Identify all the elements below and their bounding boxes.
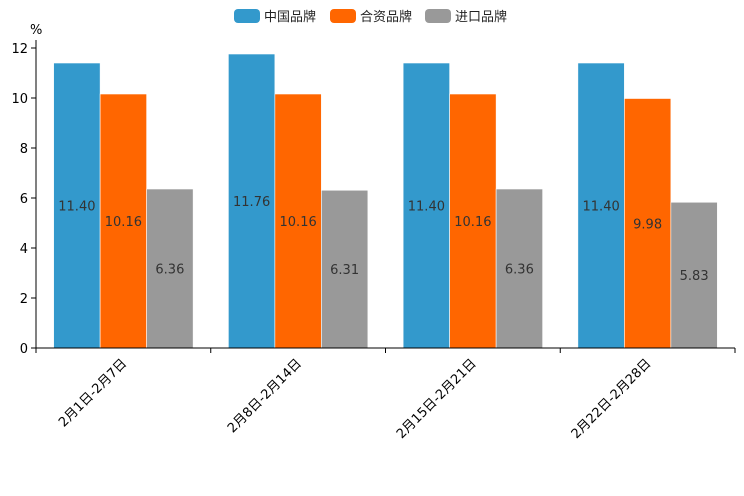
data-label-4-2: 9.98 [633, 217, 662, 232]
x-tick-label-4: 2月22日-2月28日 [569, 356, 655, 442]
data-labels: 11.40 10.16 6.36 11.76 10.16 6.31 11.40 10.16 6.… [58, 195, 708, 284]
y-tick-label: 12 [11, 42, 28, 57]
legend-label-1: 中国品牌 [264, 9, 316, 25]
x-tick-label-1: 2月1日-2月7日 [56, 356, 130, 430]
data-label-2-2: 10.16 [280, 215, 317, 230]
bar-4-3 [670, 201, 718, 349]
bar-4-1 [577, 62, 625, 349]
y-tick-label: 6 [20, 192, 28, 207]
data-label-3-1: 11.40 [408, 200, 445, 215]
y-tick-label: 2 [20, 292, 28, 307]
data-label-1-3: 6.36 [155, 263, 184, 278]
x-tick-label-2: 2月8日-2月14日 [225, 356, 305, 436]
y-axis-unit: % [30, 23, 42, 38]
legend-swatch-1 [234, 9, 260, 23]
legend-swatch-3 [425, 9, 451, 23]
legend-label-2: 合资品牌 [360, 9, 412, 25]
y-tick-label: 4 [20, 242, 28, 257]
data-label-3-2: 10.16 [454, 215, 491, 230]
bar-3-2 [449, 93, 497, 349]
y-axis: 0 2 4 6 8 10 12 [11, 40, 37, 357]
data-label-2-3: 6.31 [330, 263, 359, 278]
data-label-4-1: 11.40 [583, 200, 620, 215]
bars [53, 53, 718, 349]
bar-3-1 [402, 62, 450, 349]
bar-3-3 [495, 188, 543, 349]
y-tick-label: 0 [20, 342, 28, 357]
legend: 中国品牌 合资品牌 进口品牌 [234, 9, 507, 25]
data-label-1-1: 11.40 [58, 200, 95, 215]
data-label-2-1: 11.76 [233, 195, 270, 210]
x-tick-label-3: 2月15日-2月21日 [394, 356, 480, 442]
bar-2-1 [228, 53, 276, 349]
data-label-1-2: 10.16 [105, 215, 142, 230]
legend-swatch-2 [330, 9, 356, 23]
y-tick-label: 10 [11, 92, 28, 107]
bar-1-2 [99, 93, 147, 349]
bar-4-2 [624, 98, 672, 349]
y-tick-label: 8 [20, 142, 28, 157]
legend-label-3: 进口品牌 [455, 9, 507, 25]
bar-2-2 [274, 93, 322, 349]
data-label-4-3: 5.83 [680, 269, 709, 284]
x-axis: 2月1日-2月7日 2月8日-2月14日 2月15日-2月21日 2月22日-2月28… [35, 347, 736, 442]
bar-1-3 [146, 188, 194, 349]
data-label-3-3: 6.36 [505, 263, 534, 278]
